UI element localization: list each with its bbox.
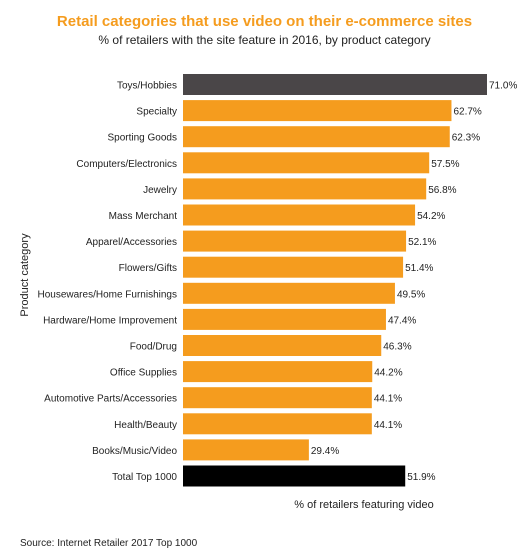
category-label-13: Health/Beauty xyxy=(114,420,177,431)
category-label-3: Computers/Electronics xyxy=(76,159,177,170)
source-note: Source: Internet Retailer 2017 Top 1000 xyxy=(20,538,198,549)
value-label-11: 44.2% xyxy=(374,368,402,379)
value-label-9: 47.4% xyxy=(388,315,416,326)
y-axis-label: Product category xyxy=(19,233,31,317)
value-label-15: 51.9% xyxy=(407,472,435,483)
value-label-14: 29.4% xyxy=(311,446,339,457)
chart-subtitle: % of retailers with the site feature in … xyxy=(98,33,431,47)
value-label-3: 57.5% xyxy=(431,159,459,170)
category-label-15: Total Top 1000 xyxy=(112,472,177,483)
bar-14 xyxy=(183,439,309,461)
bar-11 xyxy=(183,361,373,383)
value-label-4: 56.8% xyxy=(428,185,456,196)
category-label-6: Apparel/Accessories xyxy=(86,237,177,248)
value-label-10: 46.3% xyxy=(383,342,411,353)
category-label-1: Specialty xyxy=(136,107,177,118)
bar-15 xyxy=(183,465,406,487)
category-label-4: Jewelry xyxy=(143,185,177,196)
bar-13 xyxy=(183,413,372,435)
category-label-5: Mass Merchant xyxy=(109,211,178,222)
category-label-2: Sporting Goods xyxy=(108,133,178,144)
value-label-7: 51.4% xyxy=(405,263,433,274)
category-label-14: Books/Music/Video xyxy=(92,446,177,457)
category-label-10: Food/Drug xyxy=(130,342,177,353)
bar-5 xyxy=(183,204,416,226)
bar-7 xyxy=(183,256,404,278)
bar-3 xyxy=(183,152,430,174)
chart-title: Retail categories that use video on thei… xyxy=(56,13,473,30)
value-label-0: 71.0% xyxy=(489,81,517,92)
value-label-5: 54.2% xyxy=(417,211,445,222)
bar-12 xyxy=(183,387,372,409)
x-axis-label: % of retailers featuring video xyxy=(294,499,434,511)
value-label-12: 44.1% xyxy=(374,394,402,405)
category-label-8: Housewares/Home Furnishings xyxy=(37,289,177,300)
bar-6 xyxy=(183,230,407,252)
category-label-11: Office Supplies xyxy=(110,368,177,379)
value-label-6: 52.1% xyxy=(408,237,436,248)
category-label-9: Hardware/Home Improvement xyxy=(43,315,177,326)
bar-9 xyxy=(183,308,386,330)
bar-4 xyxy=(183,178,427,200)
bar-2 xyxy=(183,126,450,148)
category-label-7: Flowers/Gifts xyxy=(119,263,177,274)
value-label-2: 62.3% xyxy=(452,133,480,144)
bar-1 xyxy=(183,100,452,122)
category-label-12: Automotive Parts/Accessories xyxy=(44,394,177,405)
bar-0 xyxy=(183,74,487,95)
value-label-1: 62.7% xyxy=(453,107,481,118)
bar-8 xyxy=(183,282,395,304)
value-label-13: 44.1% xyxy=(374,420,402,431)
category-label-0: Toys/Hobbies xyxy=(117,81,177,92)
bar-10 xyxy=(183,335,382,356)
value-label-8: 49.5% xyxy=(397,289,425,300)
